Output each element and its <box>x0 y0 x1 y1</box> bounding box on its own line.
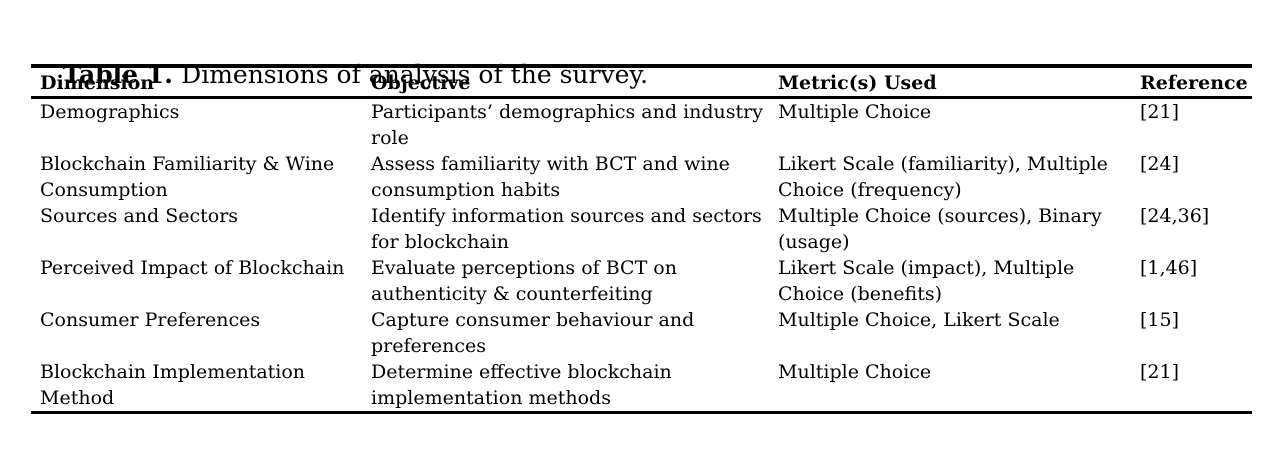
table-row: Perceived Impact of Blockchain Evaluate … <box>31 255 1252 307</box>
table-row: Blockchain Implementation Method Determi… <box>31 359 1252 413</box>
header-row: Dimension Objective Metric(s) Used Refer… <box>31 66 1252 98</box>
cell-dimension: Blockchain Implementation Method <box>40 361 306 409</box>
cell-metrics: Multiple Choice (sources), Binary (usage… <box>778 205 1102 253</box>
table-header: Dimension Objective Metric(s) Used Refer… <box>31 66 1252 98</box>
cell-objective: Participants’ demographics and industry … <box>371 101 763 149</box>
cell-metrics: Multiple Choice, Likert Scale <box>778 309 1060 331</box>
table-row: Blockchain Familiarity & Wine Consumptio… <box>31 151 1252 203</box>
cell-objective: Capture consumer behaviour and preferenc… <box>371 309 695 357</box>
cell-reference: [24,36] <box>1140 205 1210 227</box>
cell-dimension: Demographics <box>40 101 180 123</box>
cell-reference: [1,46] <box>1140 257 1198 279</box>
cell-dimension: Sources and Sectors <box>40 205 239 227</box>
cell-metrics: Multiple Choice <box>778 101 932 123</box>
cell-metrics: Likert Scale (familiarity), Multiple Cho… <box>778 153 1108 201</box>
cell-dimension: Consumer Preferences <box>40 309 261 331</box>
table-row: Sources and Sectors Identify information… <box>31 203 1252 255</box>
cell-reference: [15] <box>1140 309 1180 331</box>
cell-objective: Evaluate perceptions of BCT on authentic… <box>371 257 677 305</box>
cell-metrics: Likert Scale (impact), Multiple Choice (… <box>778 257 1075 305</box>
column-header-reference: Reference <box>1140 72 1248 94</box>
cell-reference: [24] <box>1140 153 1180 175</box>
table-body: Demographics Participants’ demographics … <box>31 98 1252 413</box>
cell-reference: [21] <box>1140 361 1180 383</box>
cell-metrics: Multiple Choice <box>778 361 932 383</box>
cell-objective: Identify information sources and sectors… <box>371 205 762 253</box>
table-row: Demographics Participants’ demographics … <box>31 98 1252 152</box>
cell-objective: Assess familiarity with BCT and wine con… <box>371 153 730 201</box>
dimensions-table: Dimension Objective Metric(s) Used Refer… <box>31 64 1252 414</box>
column-header-dimension: Dimension <box>40 72 155 94</box>
column-header-objective: Objective <box>371 72 471 94</box>
cell-objective: Determine effective blockchain implement… <box>371 361 672 409</box>
cell-dimension: Blockchain Familiarity & Wine Consumptio… <box>40 153 335 201</box>
column-header-metrics: Metric(s) Used <box>778 72 937 94</box>
table-row: Consumer Preferences Capture consumer be… <box>31 307 1252 359</box>
cell-reference: [21] <box>1140 101 1180 123</box>
cell-dimension: Perceived Impact of Blockchain <box>40 257 345 279</box>
